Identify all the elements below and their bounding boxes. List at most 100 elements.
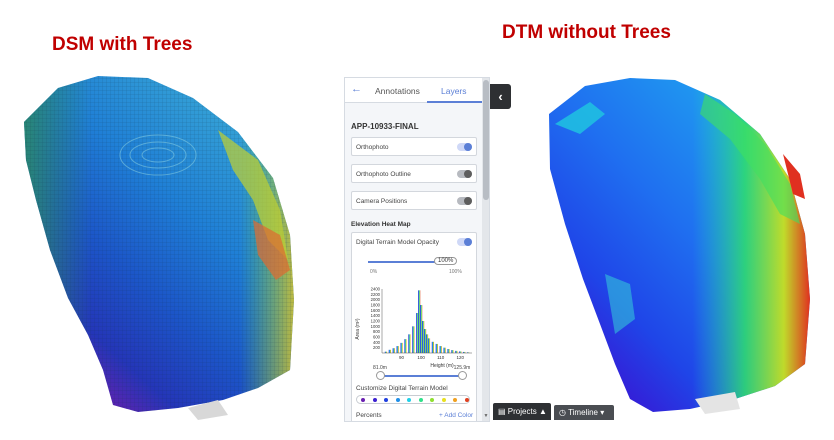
histogram-y-tick: 1600 (371, 308, 381, 313)
histogram-y-ticks: 2400220020001800160014001200100080060040… (371, 287, 381, 350)
layer-label: Camera Positions (356, 198, 408, 205)
histogram-y-tick: 600 (373, 335, 381, 340)
histogram-bar (466, 352, 470, 353)
toggle-knob (464, 170, 472, 178)
histogram-bar (443, 347, 446, 353)
back-arrow-icon[interactable]: ← (351, 83, 362, 95)
color-stop-dot[interactable] (384, 398, 389, 402)
histogram-bar (463, 351, 466, 353)
opacity-value-badge[interactable]: 100% (434, 257, 458, 265)
timeline-button[interactable]: ◷ Timeline ▾ (554, 405, 614, 420)
caret-down-icon: ▾ (600, 408, 605, 417)
panel-scrollbar[interactable]: ▼ (482, 78, 489, 421)
histogram-bar (396, 346, 399, 353)
histogram-bar (400, 342, 403, 353)
layers-panel: ← Annotations Layers ▼ APP-10933-FINAL O… (344, 77, 490, 422)
histogram-bar (388, 349, 391, 353)
toggle-knob (464, 143, 472, 151)
histogram-bar (455, 350, 458, 353)
range-max-label: 125.9m (454, 365, 471, 371)
toggle-knob (464, 197, 472, 205)
range-max-handle[interactable] (458, 371, 467, 380)
range-min-label: 81.0m (373, 365, 387, 371)
histogram-bar (451, 350, 454, 353)
histogram-xlabel: Height (m) (430, 363, 454, 369)
dtm-toggle[interactable] (457, 238, 472, 246)
percents-label: Percents (356, 412, 382, 419)
add-color-button[interactable]: + Add Color (439, 412, 474, 419)
histogram-ylabel: Area (m²) (355, 318, 361, 339)
histogram-bar (431, 341, 434, 353)
histogram-y-tick: 1800 (371, 303, 381, 308)
color-stop-dot[interactable] (418, 398, 423, 402)
layer-label: Orthophoto (356, 144, 389, 151)
clock-icon: ◷ (559, 408, 566, 417)
scrollbar-thumb[interactable] (483, 80, 489, 200)
projects-label: Projects (507, 407, 537, 416)
timeline-label: Timeline (568, 408, 598, 417)
collapse-panel-button[interactable]: ‹ (490, 84, 511, 109)
color-stop-dot[interactable] (361, 398, 365, 402)
caret-up-icon: ▲ (538, 407, 547, 416)
histogram-y-tick: 2400 (371, 287, 381, 292)
color-stop-dot[interactable] (430, 398, 435, 402)
histogram-bar (439, 346, 442, 353)
histogram-y-tick: 1400 (371, 313, 381, 318)
histogram-bar (416, 313, 419, 353)
histogram-bar (435, 343, 438, 353)
layer-row-orthophoto-outline: Orthophoto Outline (351, 164, 477, 183)
orthophoto-outline-toggle[interactable] (457, 170, 472, 178)
color-stop-dot[interactable] (407, 398, 412, 402)
histogram-bar (420, 305, 423, 353)
heat-map-section-title: Elevation Heat Map (351, 221, 411, 228)
projects-button[interactable]: ▤ Projects ▲ (493, 403, 551, 420)
color-stop-dot[interactable] (441, 398, 446, 402)
chevron-left-icon: ‹ (498, 89, 503, 104)
toggle-knob (464, 238, 472, 246)
color-stop-dot[interactable] (395, 398, 400, 402)
histogram-x-tick: 120 (457, 355, 465, 360)
range-min-handle[interactable] (376, 371, 385, 380)
opacity-slider[interactable] (368, 261, 438, 263)
customize-dtm-label: Customize Digital Terrain Model (356, 385, 448, 392)
histogram-x-tick: 100 (417, 355, 425, 360)
histogram-bar (421, 321, 425, 353)
histogram-bar (423, 329, 427, 353)
height-range-slider[interactable] (378, 375, 462, 377)
project-name: APP-10933-FINAL (351, 122, 419, 131)
panel-tabs: ← Annotations Layers (345, 78, 482, 103)
tab-annotations[interactable]: Annotations (375, 86, 420, 96)
layer-label: Orthophoto Outline (356, 171, 411, 178)
opacity-max-label: 100% (449, 269, 462, 275)
histogram-bar (418, 290, 421, 353)
histogram-y-tick: 2000 (371, 297, 381, 302)
dtm-title: DTM without Trees (502, 22, 671, 43)
color-stops-strip[interactable] (356, 395, 470, 404)
document-icon: ▤ (498, 407, 506, 416)
histogram-y-tick: 400 (373, 340, 381, 345)
histogram-bars (384, 290, 470, 353)
color-stop-dot[interactable] (453, 398, 458, 402)
histogram-bar (412, 326, 415, 353)
camera-positions-toggle[interactable] (457, 197, 472, 205)
tab-layers[interactable]: Layers (441, 86, 467, 96)
histogram-y-tick: 2200 (371, 292, 381, 297)
dtm-map-image (549, 78, 810, 414)
scroll-down-arrow-icon[interactable]: ▼ (483, 413, 489, 419)
active-tab-indicator (427, 101, 482, 103)
histogram-y-tick: 1000 (371, 324, 381, 329)
opacity-min-label: 0% (370, 269, 378, 275)
histogram-bar (384, 351, 388, 353)
histogram-bar (459, 351, 462, 353)
histogram-bar (404, 339, 407, 353)
dsm-map-image (24, 76, 294, 420)
histogram-y-tick: 800 (373, 329, 381, 334)
histogram-bar (408, 334, 411, 353)
layer-row-orthophoto: Orthophoto (351, 137, 477, 156)
histogram-y-tick: 1200 (371, 319, 381, 324)
color-stop-dot[interactable] (465, 398, 469, 402)
histogram-bar (425, 334, 429, 353)
orthophoto-toggle[interactable] (457, 143, 472, 151)
color-stop-dot[interactable] (372, 398, 377, 402)
